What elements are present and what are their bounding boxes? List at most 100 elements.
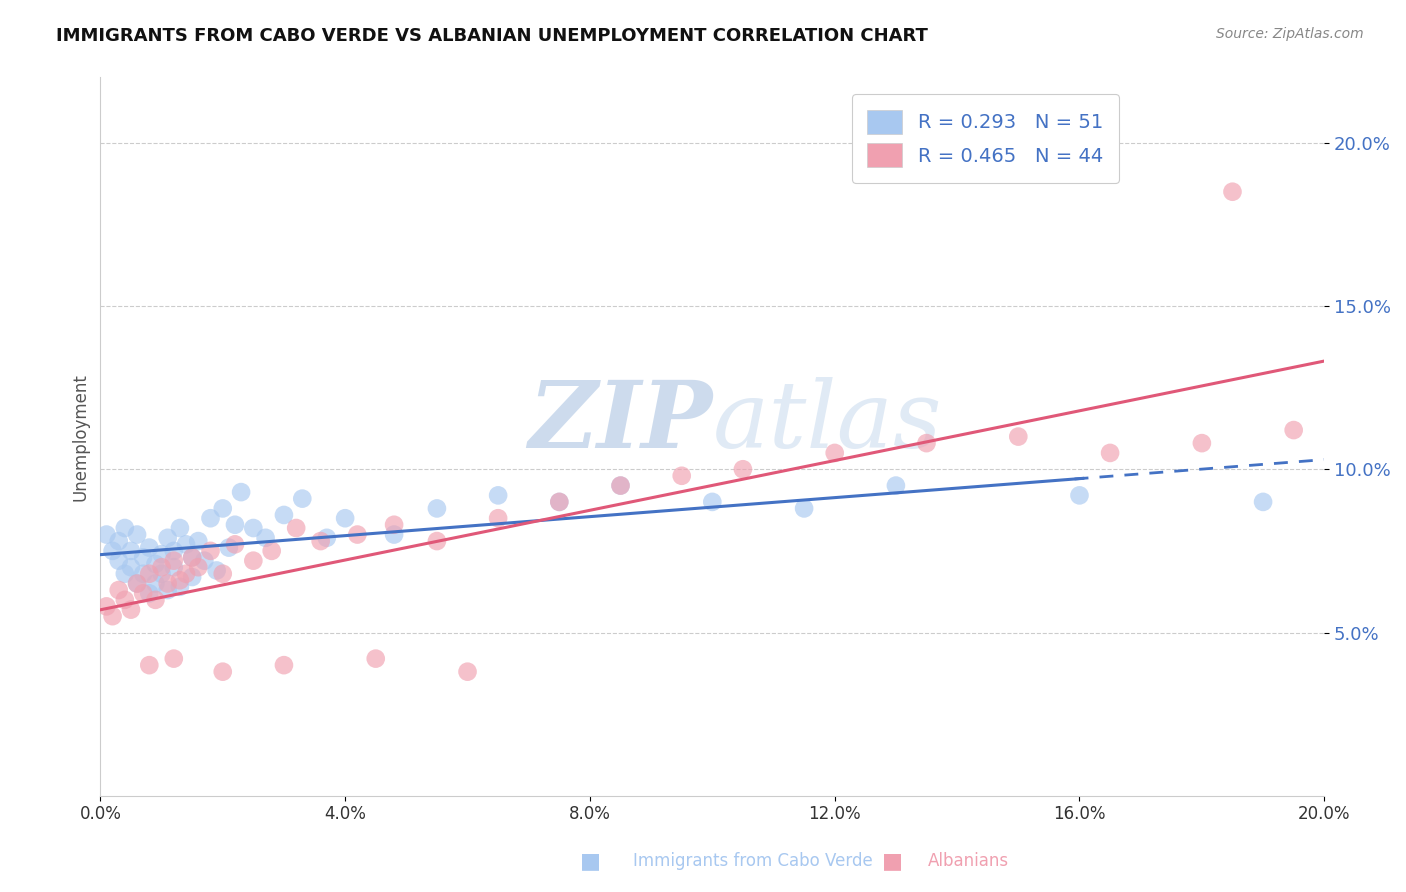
- Point: [229, 485, 252, 500]
- Point: [315, 531, 337, 545]
- Point: [273, 508, 295, 522]
- Point: [101, 609, 124, 624]
- Text: ■: ■: [581, 851, 600, 871]
- Point: [132, 586, 155, 600]
- Point: [200, 511, 222, 525]
- Point: [163, 651, 186, 665]
- Point: [211, 566, 233, 581]
- Point: [107, 554, 129, 568]
- Point: [125, 576, 148, 591]
- Point: [138, 566, 160, 581]
- Point: [181, 570, 204, 584]
- Point: [174, 566, 197, 581]
- Point: [156, 531, 179, 545]
- Point: [793, 501, 815, 516]
- Point: [884, 478, 907, 492]
- Point: [548, 495, 571, 509]
- Y-axis label: Unemployment: Unemployment: [72, 373, 89, 500]
- Point: [132, 566, 155, 581]
- Point: [211, 501, 233, 516]
- Point: [1222, 185, 1244, 199]
- Point: [138, 658, 160, 673]
- Point: [181, 550, 204, 565]
- Point: [145, 557, 167, 571]
- Point: [915, 436, 938, 450]
- Point: [702, 495, 724, 509]
- Point: [96, 599, 118, 614]
- Point: [145, 592, 167, 607]
- Point: [169, 574, 191, 588]
- Legend: R = 0.293   N = 51, R = 0.465   N = 44: R = 0.293 N = 51, R = 0.465 N = 44: [852, 95, 1119, 183]
- Point: [260, 544, 283, 558]
- Point: [291, 491, 314, 506]
- Point: [107, 534, 129, 549]
- Point: [285, 521, 308, 535]
- Point: [125, 527, 148, 541]
- Point: [254, 531, 277, 545]
- Point: [224, 517, 246, 532]
- Point: [548, 495, 571, 509]
- Point: [169, 521, 191, 535]
- Point: [211, 665, 233, 679]
- Point: [205, 564, 228, 578]
- Point: [125, 576, 148, 591]
- Text: Source: ZipAtlas.com: Source: ZipAtlas.com: [1216, 27, 1364, 41]
- Point: [457, 665, 479, 679]
- Point: [242, 554, 264, 568]
- Point: [333, 511, 356, 525]
- Point: [486, 511, 509, 525]
- Point: [200, 544, 222, 558]
- Point: [145, 576, 167, 591]
- Point: [181, 550, 204, 565]
- Text: Albanians: Albanians: [928, 852, 1010, 870]
- Point: [96, 527, 118, 541]
- Point: [1069, 488, 1091, 502]
- Point: [101, 544, 124, 558]
- Point: [174, 537, 197, 551]
- Point: [309, 534, 332, 549]
- Point: [156, 582, 179, 597]
- Point: [156, 576, 179, 591]
- Point: [187, 560, 209, 574]
- Point: [609, 478, 631, 492]
- Text: ZIP: ZIP: [529, 377, 713, 467]
- Text: atlas: atlas: [713, 377, 942, 467]
- Point: [486, 488, 509, 502]
- Point: [169, 580, 191, 594]
- Point: [132, 550, 155, 565]
- Point: [426, 534, 449, 549]
- Point: [1007, 429, 1029, 443]
- Point: [138, 541, 160, 555]
- Point: [218, 541, 240, 555]
- Point: [224, 537, 246, 551]
- Text: Immigrants from Cabo Verde: Immigrants from Cabo Verde: [633, 852, 873, 870]
- Point: [242, 521, 264, 535]
- Point: [163, 544, 186, 558]
- Point: [120, 560, 142, 574]
- Point: [824, 446, 846, 460]
- Point: [193, 554, 215, 568]
- Point: [150, 560, 173, 574]
- Point: [107, 582, 129, 597]
- Point: [346, 527, 368, 541]
- Point: [114, 592, 136, 607]
- Point: [1282, 423, 1305, 437]
- Point: [382, 517, 405, 532]
- Point: [120, 544, 142, 558]
- Point: [426, 501, 449, 516]
- Point: [731, 462, 754, 476]
- Point: [163, 560, 186, 574]
- Point: [120, 602, 142, 616]
- Point: [1251, 495, 1274, 509]
- Point: [382, 527, 405, 541]
- Point: [364, 651, 387, 665]
- Point: [150, 566, 173, 581]
- Point: [671, 468, 693, 483]
- Point: [1191, 436, 1213, 450]
- Point: [187, 534, 209, 549]
- Point: [1099, 446, 1122, 460]
- Point: [150, 547, 173, 561]
- Text: IMMIGRANTS FROM CABO VERDE VS ALBANIAN UNEMPLOYMENT CORRELATION CHART: IMMIGRANTS FROM CABO VERDE VS ALBANIAN U…: [56, 27, 928, 45]
- Text: ■: ■: [883, 851, 903, 871]
- Point: [273, 658, 295, 673]
